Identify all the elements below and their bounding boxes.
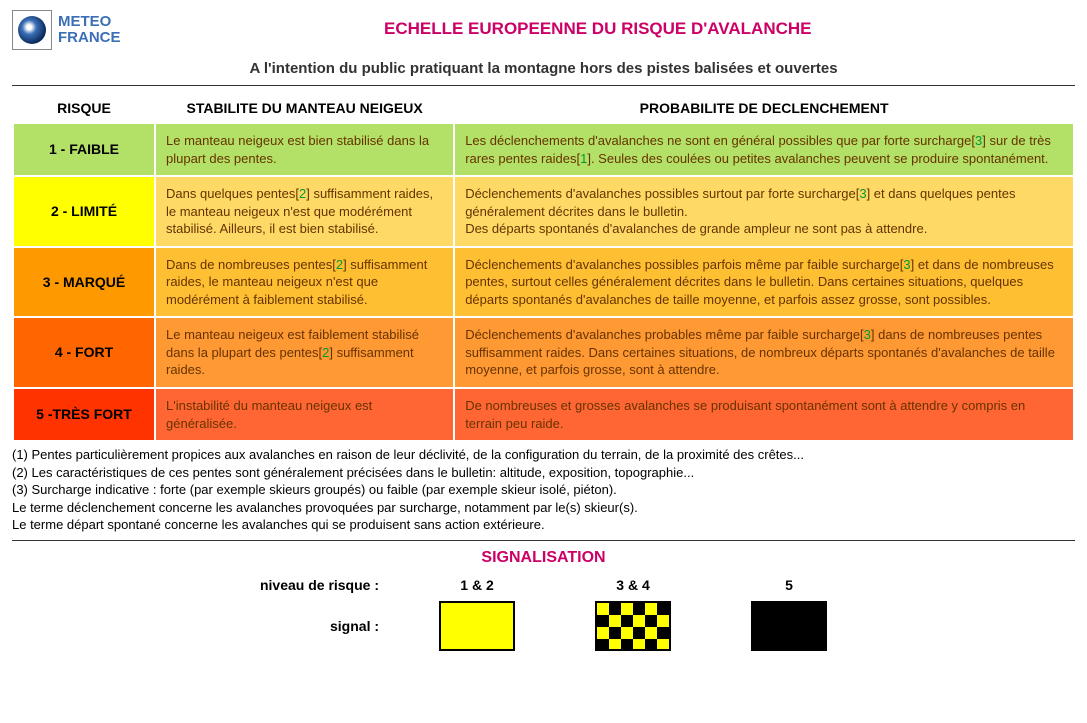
- flag-black-icon: [751, 601, 827, 651]
- logo-text: METEO FRANCE: [58, 14, 121, 47]
- logo-icon: [12, 10, 52, 50]
- signal-level: 3 & 4: [555, 573, 711, 597]
- logo: METEO FRANCE: [12, 10, 121, 50]
- footnotes: (1) Pentes particulièrement propices aux…: [12, 446, 1075, 534]
- signal-table: niveau de risque : 1 & 2 3 & 4 5 signal …: [220, 573, 867, 655]
- risk-level: 5 -TRÈS FORT: [14, 389, 154, 440]
- risk-level: 4 - FORT: [14, 318, 154, 387]
- col-prob: PROBABILITE DE DECLENCHEMENT: [455, 94, 1073, 122]
- prob-cell: Déclenchements d'avalanches possibles su…: [455, 177, 1073, 246]
- risk-level: 2 - LIMITÉ: [14, 177, 154, 246]
- prob-cell: De nombreuses et grosses avalanches se p…: [455, 389, 1073, 440]
- table-row: 3 - MARQUÉ Dans de nombreuses pentes[2] …: [14, 248, 1073, 317]
- stability-cell: Dans quelques pentes[2] suffisamment rai…: [156, 177, 453, 246]
- signal-flag-label: signal :: [220, 597, 399, 655]
- prob-cell: Les déclenchements d'avalanches ne sont …: [455, 124, 1073, 175]
- subtitle: A l'intention du public pratiquant la mo…: [12, 60, 1075, 77]
- signal-flag-34: [555, 597, 711, 655]
- logo-line2: FRANCE: [58, 30, 121, 47]
- signal-flag-5: [711, 597, 867, 655]
- stability-cell: L'instabilité du manteau neigeux est gén…: [156, 389, 453, 440]
- stability-cell: Le manteau neigeux est bien stabilisé da…: [156, 124, 453, 175]
- separator-top: [12, 85, 1075, 86]
- signal-level: 5: [711, 573, 867, 597]
- table-header-row: RISQUE STABILITE DU MANTEAU NEIGEUX PROB…: [14, 94, 1073, 122]
- col-stability: STABILITE DU MANTEAU NEIGEUX: [156, 94, 453, 122]
- table-row: 5 -TRÈS FORT L'instabilité du manteau ne…: [14, 389, 1073, 440]
- signal-level: 1 & 2: [399, 573, 555, 597]
- signal-levels-row: niveau de risque : 1 & 2 3 & 4 5: [220, 573, 867, 597]
- signal-flag-12: [399, 597, 555, 655]
- risk-level: 3 - MARQUÉ: [14, 248, 154, 317]
- prob-cell: Déclenchements d'avalanches probables mê…: [455, 318, 1073, 387]
- stability-cell: Le manteau neigeux est faiblement stabil…: [156, 318, 453, 387]
- table-row: 4 - FORT Le manteau neigeux est faibleme…: [14, 318, 1073, 387]
- flag-checker-icon: [595, 601, 671, 651]
- col-risk: RISQUE: [14, 94, 154, 122]
- table-row: 1 - FAIBLE Le manteau neigeux est bien s…: [14, 124, 1073, 175]
- header: METEO FRANCE ECHELLE EUROPEENNE DU RISQU…: [12, 10, 1075, 50]
- footnote: (2) Les caractéristiques de ces pentes s…: [12, 464, 1075, 482]
- logo-line1: METEO: [58, 14, 121, 31]
- page-title: ECHELLE EUROPEENNE DU RISQUE D'AVALANCHE: [121, 19, 1076, 39]
- footnote: Le terme déclenchement concerne les aval…: [12, 499, 1075, 517]
- table-row: 2 - LIMITÉ Dans quelques pentes[2] suffi…: [14, 177, 1073, 246]
- title-area: ECHELLE EUROPEENNE DU RISQUE D'AVALANCHE: [121, 19, 1076, 41]
- signal-title: SIGNALISATION: [12, 549, 1075, 567]
- footnote: (3) Surcharge indicative : forte (par ex…: [12, 481, 1075, 499]
- flag-yellow-icon: [439, 601, 515, 651]
- prob-cell: Déclenchements d'avalanches possibles pa…: [455, 248, 1073, 317]
- risk-table: RISQUE STABILITE DU MANTEAU NEIGEUX PROB…: [12, 92, 1075, 442]
- footnote: (1) Pentes particulièrement propices aux…: [12, 446, 1075, 464]
- separator-bottom: [12, 540, 1075, 541]
- signal-flags-row: signal :: [220, 597, 867, 655]
- signal-level-label: niveau de risque :: [220, 573, 399, 597]
- risk-level: 1 - FAIBLE: [14, 124, 154, 175]
- stability-cell: Dans de nombreuses pentes[2] suffisammen…: [156, 248, 453, 317]
- footnote: Le terme départ spontané concerne les av…: [12, 516, 1075, 534]
